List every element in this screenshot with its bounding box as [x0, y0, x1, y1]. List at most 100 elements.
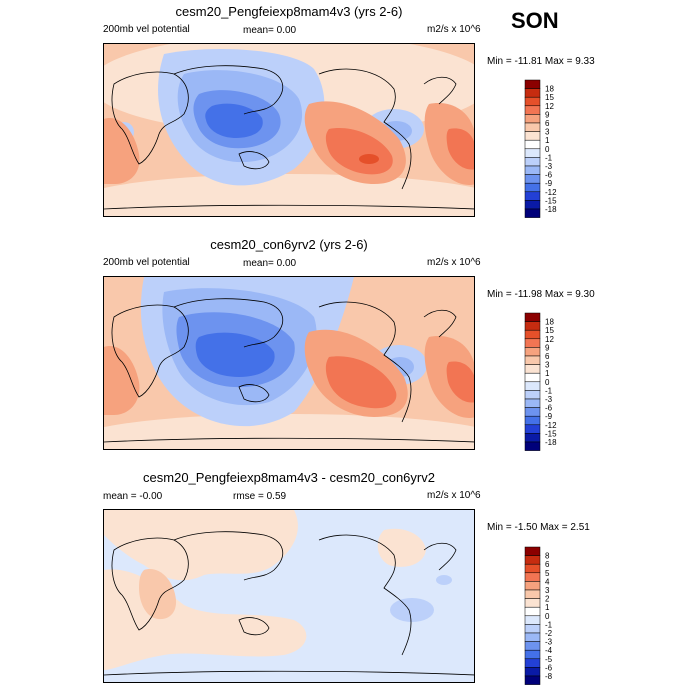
colorbar-swatch [524, 96, 541, 107]
colorbar-tick-label: -6 [545, 171, 553, 180]
colorbar-tick-label: 8 [545, 552, 550, 561]
colorbar-swatch [524, 182, 541, 193]
colorbar-swatch [524, 424, 541, 434]
panel-1-title: cesm20_Pengfeiexp8mam4v3 (yrs 2-6) [175, 4, 403, 19]
colorbar-swatch [524, 312, 541, 322]
panel-1-units: m2/s x 10^6 [427, 24, 481, 35]
colorbar-tick-label: 18 [545, 318, 554, 327]
colorbar-swatch [524, 649, 541, 660]
colorbar-swatch [524, 675, 541, 685]
panel-2-map [103, 276, 475, 450]
colorbar-tick-label: 15 [545, 326, 554, 335]
colorbar-tick-label: -1 [545, 386, 553, 395]
colorbar-swatch [524, 546, 541, 556]
colorbar-swatch [524, 165, 541, 175]
colorbar-tick-label: 6 [545, 560, 550, 569]
colorbar-tick-label: -2 [545, 629, 553, 638]
colorbar-swatch [524, 174, 541, 184]
colorbar-swatch [524, 407, 541, 417]
colorbar-tick-label: 5 [545, 569, 550, 578]
colorbar-tick-label: 0 [545, 378, 550, 387]
colorbar-swatch [524, 658, 541, 668]
panel-3-units-text: m2/s x 10^6 [427, 490, 481, 501]
panel-2-units-text: m2/s x 10^6 [427, 257, 481, 268]
colorbar-tick-label: -6 [545, 663, 553, 672]
colorbar-tick-label: -4 [545, 646, 553, 655]
panel-2-stat: mean= 0.00 [243, 258, 297, 269]
colorbar-tick-label: 3 [545, 361, 550, 370]
colorbar-tick-label: 0 [545, 145, 550, 154]
colorbar-swatch [524, 624, 541, 634]
panel-3-units: m2/s x 10^6 [427, 490, 481, 501]
colorbar-tick-label: 9 [545, 110, 550, 119]
colorbar-swatch [524, 581, 541, 591]
panel-1-left-label: 200mb vel potential [103, 24, 190, 35]
colorbar-tick-label: 1 [545, 369, 550, 378]
panel-2-minmax: Min = -11.98 Max = 9.30 [487, 289, 595, 300]
colorbar-tick-label: 6 [545, 352, 550, 361]
panel-2-left-label: 200mb vel potential [103, 257, 190, 268]
colorbar-swatch [524, 157, 541, 167]
panel-2-units: m2/s x 10^6 [427, 257, 481, 268]
panel-3-title: cesm20_Pengfeiexp8mam4v3 - cesm20_con6yr… [143, 470, 435, 485]
colorbar-swatch [524, 347, 541, 357]
colorbar-tick-label: -1 [545, 153, 553, 162]
colorbar-tick-label: -15 [545, 196, 557, 205]
colorbar-tick-label: -3 [545, 395, 553, 404]
colorbar-swatch [524, 329, 541, 340]
panel-3-stat: rmse = 0.59 [233, 491, 287, 502]
panel-3-left-label: mean = -0.00 [103, 491, 163, 502]
panel-1-map-svg [104, 44, 474, 216]
colorbar-swatch [524, 114, 541, 124]
panel-1-stat: mean= 0.00 [243, 25, 297, 36]
colorbar-swatch [524, 208, 541, 218]
colorbar-tick-label: 0 [545, 612, 550, 621]
colorbar-tick-label: -3 [545, 638, 553, 647]
colorbar-swatch [524, 441, 541, 451]
colorbar-tick-label: -9 [545, 412, 553, 421]
colorbar-swatch [524, 589, 541, 599]
colorbar-swatch [524, 598, 541, 608]
colorbar-tick-label: 2 [545, 595, 550, 604]
colorbar-swatch [524, 355, 541, 365]
colorbar-swatch [524, 615, 541, 625]
colorbar-swatch [524, 364, 541, 374]
colorbar-tick-label: 1 [545, 603, 550, 612]
panel-3-minmax: Min = -1.50 Max = 2.51 [487, 522, 590, 533]
colorbar-swatch [524, 131, 541, 141]
colorbar-swatch [524, 148, 541, 158]
colorbar-swatch [524, 338, 541, 348]
panel-1-units-text: m2/s x 10^6 [427, 24, 481, 35]
panel-2-title: cesm20_con6yrv2 (yrs 2-6) [210, 237, 368, 252]
colorbar-swatch [524, 606, 541, 617]
panel-2-map-svg [104, 277, 474, 449]
colorbar-tick-label: 4 [545, 577, 550, 586]
colorbar-swatch [524, 390, 541, 400]
colorbar-swatch [524, 139, 541, 150]
colorbar-tick-label: 12 [545, 102, 554, 111]
colorbar-tick-label: 9 [545, 343, 550, 352]
season-label: SON [511, 8, 559, 33]
colorbar-tick-label: -6 [545, 404, 553, 413]
panel-3-map [103, 509, 475, 683]
colorbar-swatch [524, 667, 541, 677]
colorbar-tick-label: -9 [545, 179, 553, 188]
colorbar-swatch [524, 415, 541, 426]
panel-1-map [103, 43, 475, 217]
colorbar-tick-label: 12 [545, 335, 554, 344]
colorbar-tick-label: 3 [545, 128, 550, 137]
colorbar-swatch [524, 79, 541, 89]
colorbar-tick-label: -8 [545, 672, 553, 681]
colorbar-swatch [524, 191, 541, 201]
colorbar-swatch [524, 555, 541, 565]
colorbar-tick-label: -12 [545, 421, 557, 430]
colorbar-swatch [524, 200, 541, 210]
colorbar-tick-label: 15 [545, 93, 554, 102]
colorbar-tick-label: -1 [545, 620, 553, 629]
colorbar-tick-label: 3 [545, 586, 550, 595]
colorbar-swatch [524, 372, 541, 383]
colorbar-swatch [524, 381, 541, 391]
colorbar-swatch [524, 122, 541, 132]
